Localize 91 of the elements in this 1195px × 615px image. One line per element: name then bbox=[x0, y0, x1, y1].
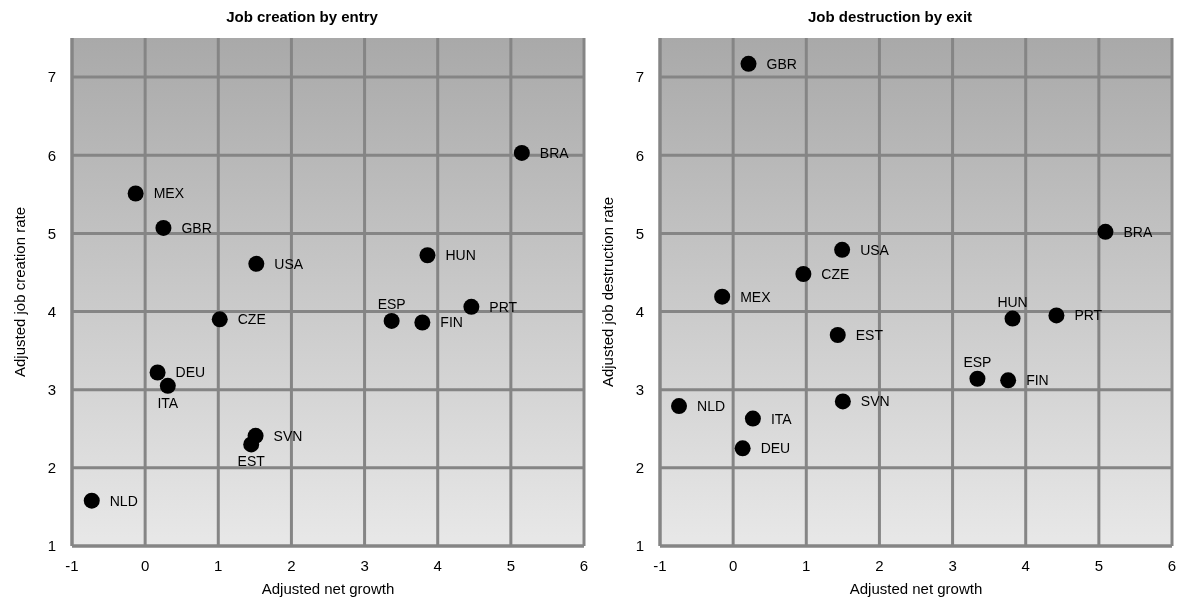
annotation: USA bbox=[274, 255, 304, 272]
annotation: NLD bbox=[109, 492, 138, 509]
annotation: HUN bbox=[445, 247, 476, 264]
point bbox=[734, 440, 751, 457]
y-tick-label: 7 bbox=[47, 68, 56, 86]
x-tick-label: -1 bbox=[65, 556, 79, 574]
y-tick-label: 7 bbox=[635, 68, 644, 86]
annotation: DEU bbox=[760, 440, 791, 457]
point bbox=[414, 314, 431, 331]
point bbox=[155, 219, 172, 236]
annotation: PRT bbox=[489, 298, 518, 315]
annotation: SVN bbox=[860, 393, 890, 410]
point bbox=[834, 393, 851, 410]
annotation: EST bbox=[237, 453, 266, 470]
point bbox=[671, 398, 688, 415]
x-tick-label: 2 bbox=[875, 556, 884, 574]
y-axis-title: Adjusted job destruction rate bbox=[599, 196, 617, 388]
annotation: ESP bbox=[963, 353, 992, 370]
x-tick-label: 3 bbox=[360, 556, 369, 574]
y-tick-label: 5 bbox=[47, 224, 56, 242]
y-tick-label: 4 bbox=[635, 302, 644, 320]
chart-title: Job destruction by exit bbox=[806, 8, 974, 27]
point bbox=[969, 370, 986, 387]
point bbox=[744, 410, 761, 427]
y-axis-title: Adjusted job creation rate bbox=[11, 206, 29, 378]
point bbox=[463, 298, 480, 315]
point bbox=[1048, 307, 1065, 324]
x-tick-label: 0 bbox=[140, 556, 150, 574]
y-tick-label: 2 bbox=[47, 459, 56, 477]
point bbox=[83, 492, 100, 509]
annotation: MEX bbox=[740, 288, 772, 305]
point bbox=[1000, 372, 1017, 389]
y-tick-label: 1 bbox=[635, 537, 644, 555]
point bbox=[159, 377, 176, 394]
point bbox=[419, 247, 436, 264]
x-tick-label: 4 bbox=[1021, 556, 1030, 574]
point bbox=[1097, 223, 1114, 240]
x-tick-label: 1 bbox=[214, 556, 223, 574]
point bbox=[248, 255, 265, 272]
point bbox=[127, 185, 144, 202]
annotation: FIN bbox=[440, 314, 463, 331]
annotation: HUN bbox=[997, 293, 1028, 310]
y-tick-label: 3 bbox=[635, 381, 644, 399]
annotation: MEX bbox=[153, 185, 185, 202]
point bbox=[795, 266, 812, 283]
x-tick-label: 1 bbox=[802, 556, 811, 574]
x-axis-title: Adjusted net growth bbox=[261, 580, 395, 597]
annotation: PRT bbox=[1074, 307, 1103, 324]
annotation: FIN bbox=[1026, 372, 1049, 389]
annotation: EST bbox=[855, 326, 884, 343]
annotation: SVN bbox=[273, 427, 303, 444]
annotation: DEU bbox=[175, 364, 206, 381]
x-tick-label: 4 bbox=[433, 556, 442, 574]
y-tick-label: 2 bbox=[635, 459, 644, 477]
x-tick-label: -1 bbox=[653, 556, 667, 574]
annotation: CZE bbox=[237, 311, 266, 328]
y-tick-label: 6 bbox=[635, 146, 644, 164]
x-tick-label: 6 bbox=[579, 556, 589, 574]
x-tick-label: 5 bbox=[506, 556, 516, 574]
annotation: ESP bbox=[377, 295, 406, 312]
point bbox=[149, 364, 166, 381]
point bbox=[740, 55, 757, 72]
point bbox=[714, 288, 731, 305]
point bbox=[834, 241, 851, 258]
x-tick-label: 0 bbox=[728, 556, 738, 574]
chart-title: Job creation by entry bbox=[225, 8, 379, 27]
point bbox=[211, 311, 228, 328]
annotation: CZE bbox=[821, 265, 850, 282]
annotation: USA bbox=[860, 241, 890, 258]
point bbox=[513, 144, 530, 161]
annotation: BRA bbox=[539, 144, 570, 161]
annotation: ITA bbox=[157, 394, 179, 411]
point bbox=[829, 326, 846, 343]
point bbox=[383, 312, 400, 329]
annotation: BRA bbox=[1123, 223, 1153, 240]
annotation: GBR bbox=[181, 219, 212, 236]
x-axis-title: Adjusted net growth bbox=[849, 580, 983, 597]
annotation: NLD bbox=[697, 398, 726, 415]
y-tick-label: 3 bbox=[47, 381, 56, 399]
y-tick-label: 4 bbox=[47, 302, 56, 320]
y-tick-label: 6 bbox=[47, 146, 56, 164]
x-tick-label: 6 bbox=[1167, 556, 1177, 574]
y-tick-label: 1 bbox=[47, 537, 56, 555]
x-tick-label: 3 bbox=[948, 556, 957, 574]
x-tick-label: 5 bbox=[1094, 556, 1104, 574]
point bbox=[243, 436, 260, 453]
annotation: ITA bbox=[770, 410, 793, 427]
annotation: GBR bbox=[766, 55, 797, 72]
y-tick-label: 5 bbox=[635, 224, 644, 242]
x-tick-label: 2 bbox=[287, 556, 296, 574]
point bbox=[1004, 310, 1021, 327]
